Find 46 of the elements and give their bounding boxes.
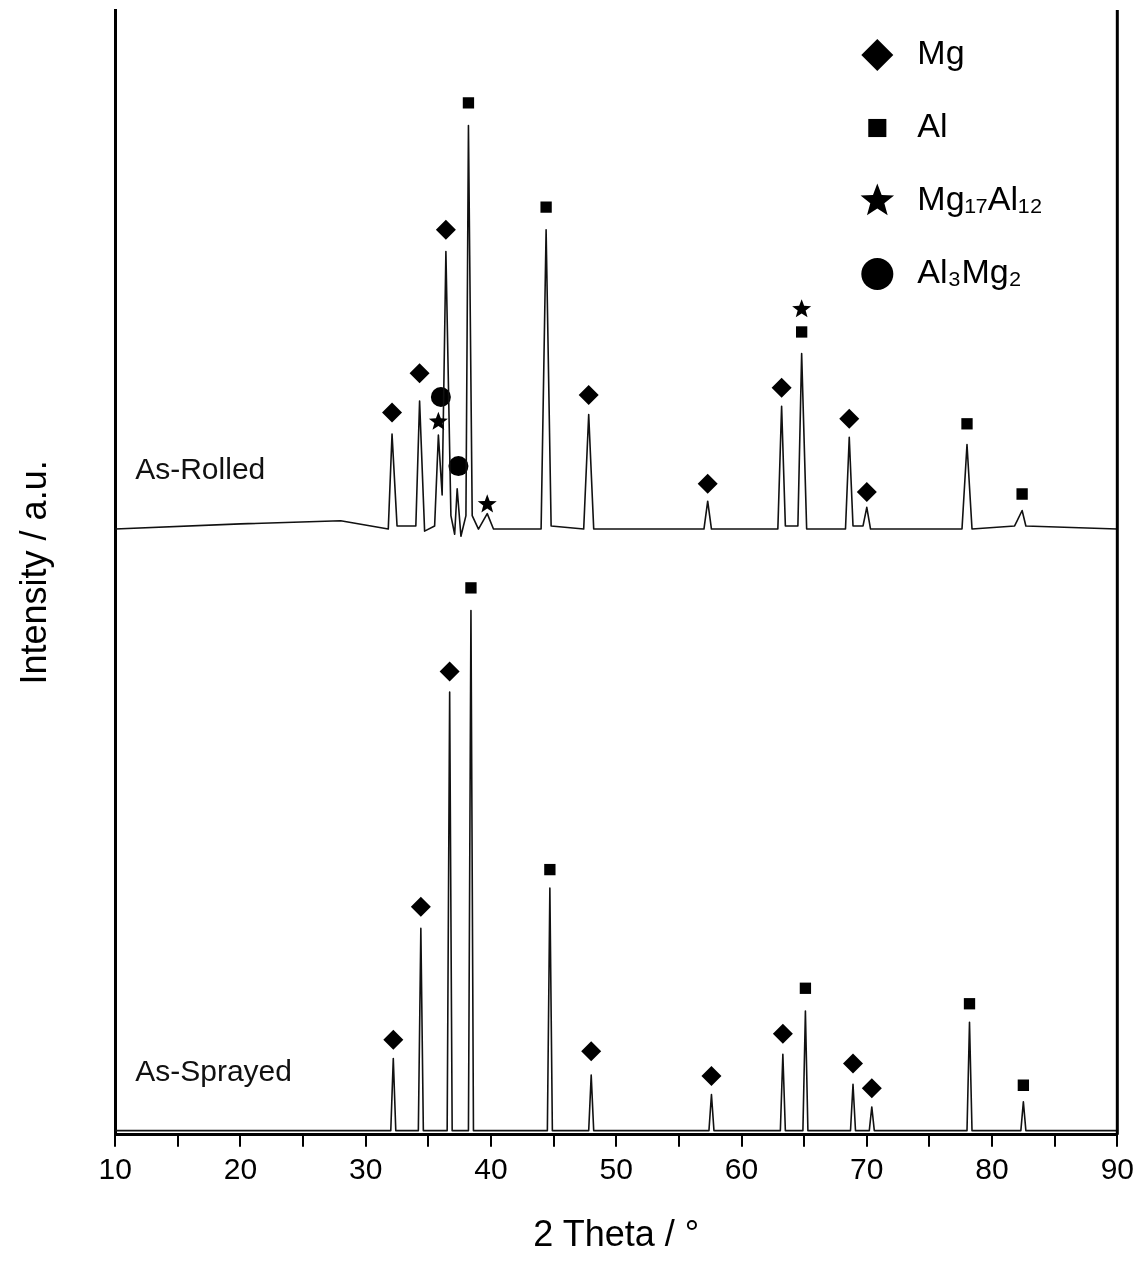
point	[409, 363, 430, 384]
point	[435, 219, 456, 240]
point	[792, 299, 812, 318]
x-tick-label: 60	[724, 1152, 759, 1186]
point	[581, 1041, 602, 1062]
point	[428, 411, 448, 430]
x-tick-label: 20	[223, 1152, 258, 1186]
point	[856, 481, 877, 502]
legend-label: Mg	[917, 33, 965, 72]
point	[772, 1023, 793, 1044]
point	[963, 998, 976, 1010]
legend-label: Al₃Mg₂	[917, 252, 1022, 291]
x-axis-title: 2 Theta / °	[533, 1213, 700, 1255]
point	[861, 1078, 882, 1099]
point	[578, 384, 599, 405]
x-tick-label: 30	[349, 1152, 383, 1186]
x-tick-label: 90	[1100, 1152, 1134, 1186]
y-axis-title: Intensity / a.u.	[12, 460, 54, 685]
point	[795, 326, 808, 338]
x-tick-label: 40	[474, 1152, 508, 1186]
point	[1016, 488, 1028, 500]
x-tick-label: 50	[599, 1152, 633, 1186]
legend-label: Al	[917, 106, 948, 145]
point	[477, 494, 497, 513]
point	[410, 896, 431, 917]
point	[839, 408, 860, 429]
series-label: As-Sprayed	[135, 1053, 292, 1087]
point	[799, 982, 812, 994]
point	[383, 1029, 404, 1050]
point	[771, 377, 792, 398]
point	[843, 1053, 864, 1074]
point	[439, 661, 460, 682]
point	[465, 582, 477, 594]
x-tick-label: 80	[975, 1152, 1009, 1186]
point	[382, 402, 403, 423]
point	[697, 473, 718, 494]
point	[1017, 1079, 1030, 1091]
point	[540, 201, 552, 213]
series-label: As-Rolled	[135, 452, 266, 486]
point	[462, 97, 475, 109]
point	[544, 863, 556, 876]
x-tick-label: 70	[850, 1152, 884, 1186]
point	[701, 1065, 722, 1086]
legend-label: Mg₁₇Al₁₂	[917, 179, 1043, 218]
x-tick-label: 10	[98, 1152, 132, 1186]
point	[961, 418, 973, 430]
